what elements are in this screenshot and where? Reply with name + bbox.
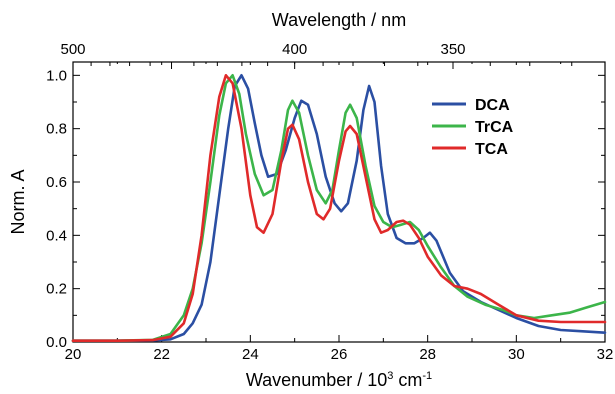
- y-tick-label: 0.2: [46, 281, 67, 298]
- x-tick-label: 30: [508, 346, 525, 363]
- x2-tick-label: 500: [60, 41, 85, 58]
- plot-frame: [72, 61, 606, 343]
- y-tick-label: 0.6: [46, 174, 67, 191]
- y-tick-label: 1.0: [46, 67, 67, 84]
- x2-axis-title: Wavelength / nm: [272, 10, 406, 30]
- legend-label-dca: DCA: [475, 97, 510, 114]
- series-lines: [71, 74, 607, 343]
- y-tick-label: 0.8: [46, 121, 67, 138]
- x-axis-title-exp1: 3: [387, 370, 393, 382]
- legend-label-tca: TCA: [475, 141, 508, 158]
- y-tick-label: 0.0: [46, 334, 67, 351]
- series-line-dca: [71, 74, 607, 343]
- x-axis-title-prefix: Wavenumber / 10: [246, 370, 387, 390]
- x-tick-label: 28: [419, 346, 436, 363]
- x-axis-title: Wavenumber / 103 cm-1: [246, 370, 432, 390]
- x-tick-label: 24: [242, 346, 259, 363]
- y-axis-title: Norm. A: [8, 169, 28, 234]
- x-tick-label: 26: [331, 346, 348, 363]
- x-axis-title-mid: cm: [393, 370, 422, 390]
- legend: DCA TrCA TCA: [432, 97, 514, 158]
- legend-label-trca: TrCA: [475, 119, 514, 136]
- series-line-tca: [71, 74, 607, 343]
- x-tick-label: 32: [597, 346, 614, 363]
- x-axis-title-exp2: -1: [422, 370, 432, 382]
- x2-tick-label: 350: [440, 41, 465, 58]
- x-tick-label: 20: [65, 346, 82, 363]
- y-tick-label: 0.4: [46, 227, 67, 244]
- x2-tick-label: 400: [282, 41, 307, 58]
- axis-ticks: 20 22 24 26 28 30 32 0.0 0.2 0.4 0.6 0.8 1.0 500 400 35…: [46, 41, 613, 363]
- x-tick-label: 22: [153, 346, 170, 363]
